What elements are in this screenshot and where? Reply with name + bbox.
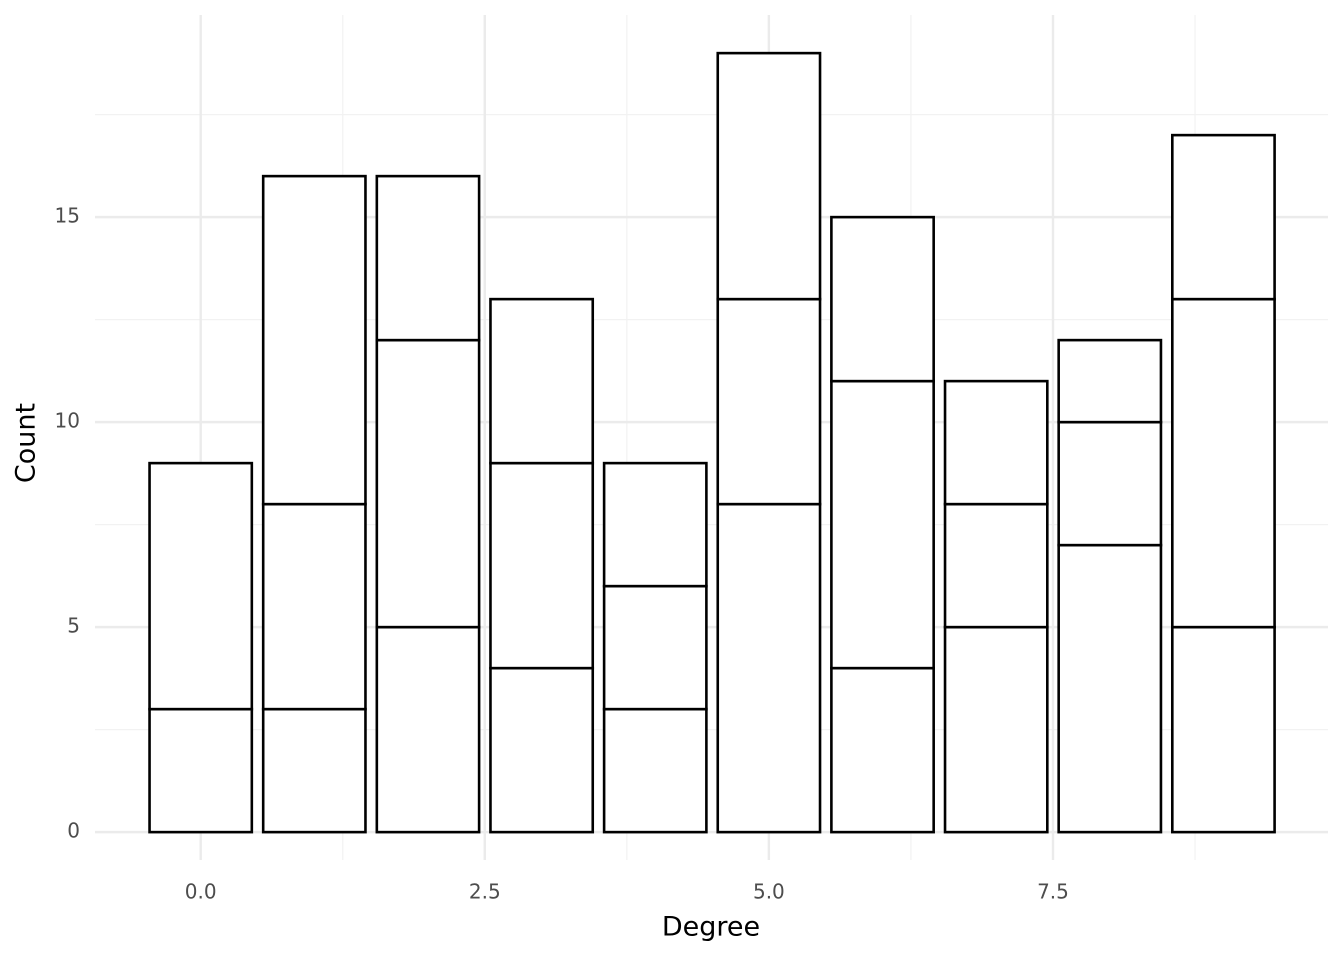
bar-segment: [1171, 297, 1276, 629]
bar-segment: [830, 215, 935, 383]
bar-segment: [943, 379, 1049, 506]
bar-segment: [148, 707, 254, 834]
y-tick-label: 5: [67, 614, 80, 638]
bar-segment: [375, 174, 481, 342]
bar-segment: [602, 461, 708, 588]
bar-segment: [943, 625, 1049, 834]
y-tick-label: 0: [67, 819, 80, 843]
bar-segment: [375, 338, 481, 629]
x-axis-title: Degree: [662, 912, 760, 943]
bar-segment: [261, 502, 367, 711]
bar-segment: [1057, 338, 1163, 424]
bar-segment: [489, 461, 595, 670]
bar-segment: [148, 461, 254, 711]
y-axis-title: Count: [11, 403, 42, 483]
x-tick-label: 0.0: [185, 880, 217, 904]
bar-segment: [830, 666, 935, 834]
bar-segment: [602, 584, 708, 711]
bar-segment: [830, 379, 935, 670]
bar-segment: [489, 297, 595, 465]
bar-segment: [943, 502, 1049, 629]
bar-segment: [1171, 625, 1276, 834]
x-tick-label: 2.5: [469, 880, 501, 904]
bar-segment: [261, 707, 367, 834]
y-tick-label: 10: [55, 409, 80, 433]
x-tick-label: 5.0: [753, 880, 785, 904]
bar-segment: [716, 51, 822, 301]
bar-segment: [261, 174, 367, 506]
bar-segment: [1171, 133, 1276, 301]
x-tick-label: 7.5: [1037, 880, 1069, 904]
bar-segment: [375, 625, 481, 834]
bar-segment: [602, 707, 708, 834]
bar-segment: [716, 502, 822, 834]
bar-segment: [1057, 543, 1163, 834]
bar-segment: [1057, 420, 1163, 547]
y-tick-label: 15: [55, 204, 80, 228]
bar-segment: [716, 297, 822, 506]
bar-segment: [489, 666, 595, 834]
